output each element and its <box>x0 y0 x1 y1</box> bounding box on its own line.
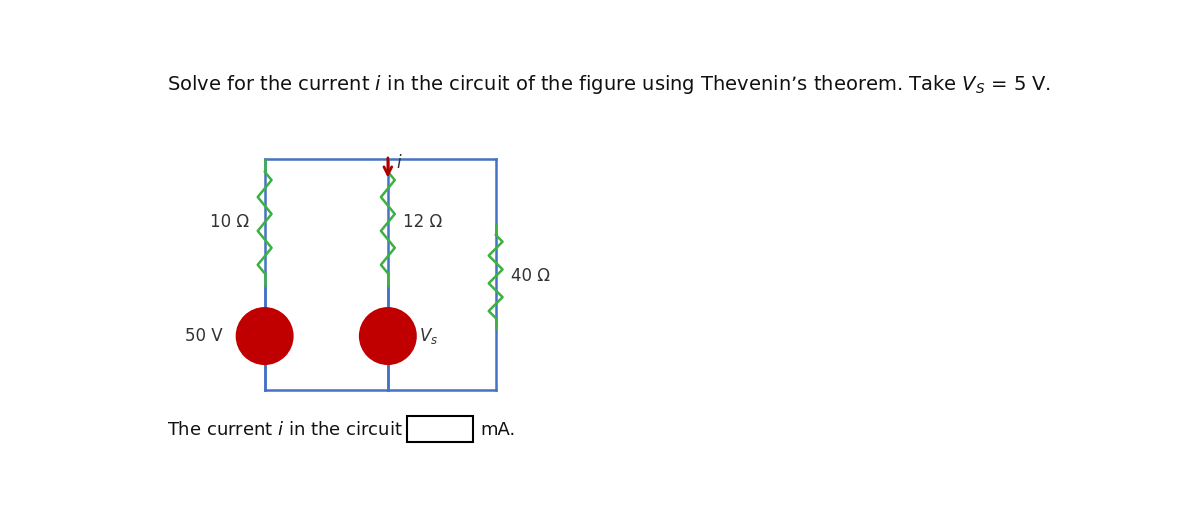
Text: −: − <box>378 338 391 353</box>
Text: 12 Ω: 12 Ω <box>403 214 443 232</box>
FancyBboxPatch shape <box>407 416 473 442</box>
Text: +: + <box>379 319 390 333</box>
Text: +: + <box>256 319 268 333</box>
Text: 40 Ω: 40 Ω <box>511 267 550 285</box>
Text: 50 V: 50 V <box>185 327 222 345</box>
Circle shape <box>360 309 415 364</box>
Text: The current $i$ in the circuit is: The current $i$ in the circuit is <box>167 421 422 439</box>
Text: $i$: $i$ <box>396 154 402 172</box>
Text: −: − <box>254 338 268 353</box>
Text: mA.: mA. <box>480 421 516 439</box>
Text: $V_s$: $V_s$ <box>420 326 439 346</box>
Text: Solve for the current $i$ in the circuit of the figure using Thevenin’s theorem.: Solve for the current $i$ in the circuit… <box>167 73 1051 95</box>
Text: 10 Ω: 10 Ω <box>210 214 250 232</box>
Circle shape <box>236 309 293 364</box>
